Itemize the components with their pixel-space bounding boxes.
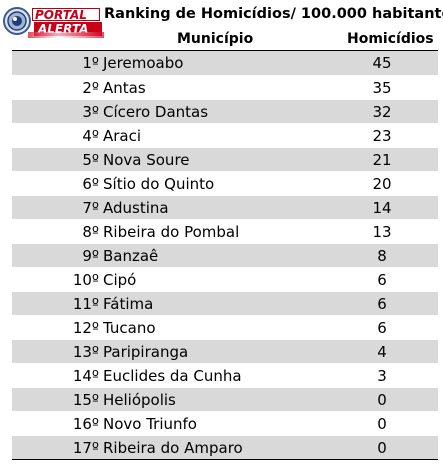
rank-cell: 2º <box>82 79 99 97</box>
homicidios-cell: 23 <box>372 127 392 145</box>
rank-cell: 6º <box>82 175 99 193</box>
homicidios-cell: 0 <box>377 439 387 457</box>
table-row: 1º Jeremoabo 45 <box>12 51 438 75</box>
rank-cell: 9º <box>82 247 99 265</box>
rank-cell: 12º <box>72 319 99 337</box>
rank-cell: 8º <box>82 223 99 241</box>
homicidios-cell: 0 <box>377 415 387 433</box>
rank-cell: 13º <box>72 343 99 361</box>
municipio-cell: Ribeira do Amparo <box>103 439 243 457</box>
ranking-table: 1º Jeremoabo 45 2º Antas 35 3º Cícero Da… <box>12 50 438 460</box>
municipio-cell: Antas <box>103 79 146 97</box>
municipio-cell: Nova Soure <box>103 151 190 169</box>
table-row: 13º Paripiranga 4 <box>12 339 438 363</box>
homicidios-cell: 4 <box>377 343 387 361</box>
table-row: 8º Ribeira do Pombal 13 <box>12 219 438 243</box>
rank-cell: 7º <box>82 199 99 217</box>
table-row: 5º Nova Soure 21 <box>12 147 438 171</box>
table-row: 16º Novo Triunfo 0 <box>12 411 438 435</box>
rank-cell: 14º <box>72 367 99 385</box>
homicidios-cell: 8 <box>377 247 387 265</box>
column-header-municipio: Município <box>177 31 254 47</box>
rank-cell: 16º <box>72 415 99 433</box>
homicidios-cell: 45 <box>372 54 392 72</box>
table-row: 7º Adustina 14 <box>12 195 438 219</box>
homicidios-cell: 6 <box>377 319 387 337</box>
homicidios-cell: 6 <box>377 271 387 289</box>
homicidios-cell: 35 <box>372 79 392 97</box>
rank-cell: 17º <box>72 439 99 457</box>
municipio-cell: Jeremoabo <box>103 54 184 72</box>
homicidios-cell: 0 <box>377 391 387 409</box>
rank-cell: 10º <box>72 271 99 289</box>
table-row: 15º Heliópolis 0 <box>12 387 438 411</box>
table-row: 3º Cícero Dantas 32 <box>12 99 438 123</box>
municipio-cell: Sítio do Quinto <box>103 175 215 193</box>
table-row: 10º Cipó 6 <box>12 267 438 291</box>
logo-text-portal: PORTAL <box>32 8 100 21</box>
municipio-cell: Banzaê <box>103 247 159 265</box>
table-row: 12º Tucano 6 <box>12 315 438 339</box>
rank-cell: 15º <box>72 391 99 409</box>
municipio-cell: Ribeira do Pombal <box>103 223 240 241</box>
table-title: Ranking de Homicídios/ 100.000 habitante… <box>104 6 443 22</box>
rank-cell: 3º <box>82 103 99 121</box>
municipio-cell: Euclides da Cunha <box>103 367 242 385</box>
homicidios-cell: 14 <box>372 199 392 217</box>
municipio-cell: Novo Triunfo <box>103 415 197 433</box>
municipio-cell: Tucano <box>103 319 156 337</box>
rank-cell: 5º <box>82 151 99 169</box>
rank-cell: 1º <box>82 54 99 72</box>
homicidios-cell: 13 <box>372 223 392 241</box>
rank-cell: 4º <box>82 127 99 145</box>
municipio-cell: Paripiranga <box>103 343 189 361</box>
municipio-cell: Cipó <box>103 271 137 289</box>
municipio-cell: Fátima <box>103 295 154 313</box>
table-row: 17º Ribeira do Amparo 0 <box>12 435 438 459</box>
column-header-homicidios: Homicídios <box>347 31 434 47</box>
portal-alerta-logo: PORTAL ALERTA <box>2 4 104 38</box>
rank-cell: 11º <box>72 295 99 313</box>
homicidios-cell: 3 <box>377 367 387 385</box>
municipio-cell: Heliópolis <box>103 391 176 409</box>
homicidios-cell: 20 <box>372 175 392 193</box>
logo-wave-decoration <box>28 32 104 38</box>
homicidios-cell: 32 <box>372 103 392 121</box>
table-row: 11º Fátima 6 <box>12 291 438 315</box>
siren-icon <box>3 7 31 35</box>
table-row: 2º Antas 35 <box>12 75 438 99</box>
municipio-cell: Adustina <box>103 199 169 217</box>
table-row: 14º Euclides da Cunha 3 <box>12 363 438 387</box>
table-row: 6º Sítio do Quinto 20 <box>12 171 438 195</box>
table-row: 9º Banzaê 8 <box>12 243 438 267</box>
table-row: 4º Araci 23 <box>12 123 438 147</box>
homicidios-cell: 21 <box>372 151 392 169</box>
municipio-cell: Cícero Dantas <box>103 103 209 121</box>
municipio-cell: Araci <box>103 127 142 145</box>
homicidios-cell: 6 <box>377 295 387 313</box>
